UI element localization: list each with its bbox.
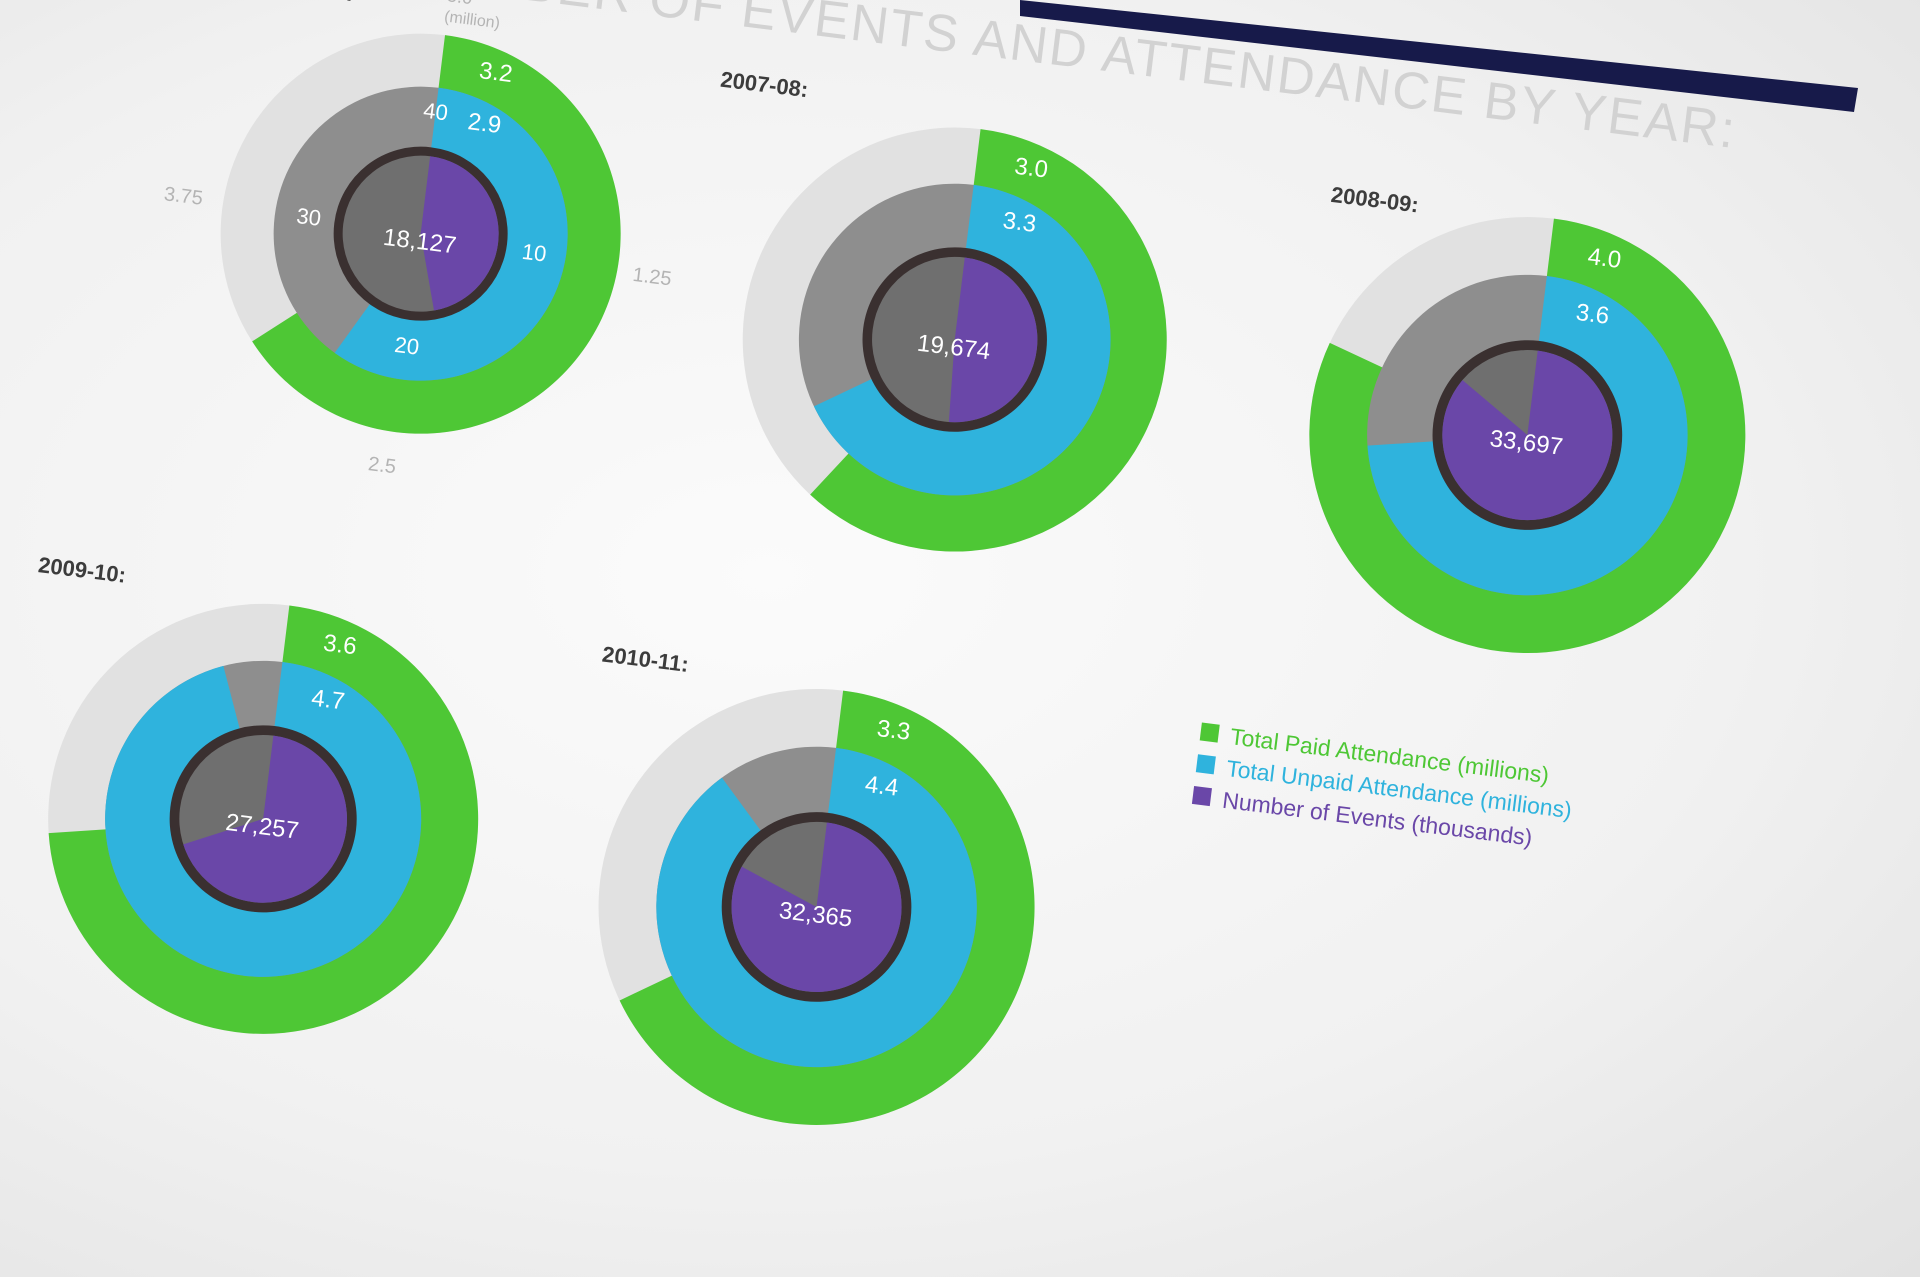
charts-layer: 3.22.918,1272006-07:5.0(million)1.252.53… — [37, 0, 1746, 1125]
axis-tick-left: 3.75 — [163, 183, 204, 210]
donut-1: 3.22.918,1272006-07:5.0(million)1.252.53… — [163, 0, 673, 478]
year-label: 2006-07: — [264, 0, 354, 6]
paid-value-label: 3.0 — [1013, 153, 1049, 184]
unpaid-value-label: 4.4 — [864, 771, 900, 802]
unpaid-value-label: 4.7 — [310, 685, 346, 716]
axis-tick-bottom: 2.5 — [367, 453, 397, 478]
year-label: 2008-09: — [1330, 182, 1420, 218]
events-bar — [420, 156, 499, 311]
axis-tick-mid-left: 30 — [295, 203, 322, 231]
events-bar — [1442, 350, 1613, 521]
axis-tick-top: 5.0 — [446, 0, 473, 8]
axis-tick-mid-top: 40 — [422, 98, 449, 126]
paid-value-label: 4.0 — [1586, 243, 1622, 274]
paid-value-label: 3.3 — [875, 715, 911, 746]
unpaid-value-label: 3.6 — [1574, 299, 1610, 330]
unpaid-value-label: 3.3 — [1001, 207, 1037, 238]
axis-tick-mid-bottom: 20 — [393, 332, 420, 360]
header-rule — [1020, 0, 1858, 112]
legend: Total Paid Attendance (millions)Total Un… — [1191, 722, 1573, 851]
paid-value-label: 3.2 — [478, 57, 514, 88]
chart-title: NUMBER OF EVENTS AND ATTENDANCE BY YEAR: — [394, 0, 1740, 160]
axis-tick-right: 1.25 — [631, 264, 672, 291]
legend-swatch-2 — [1195, 754, 1216, 775]
legend-swatch-1 — [1199, 722, 1220, 743]
axis-tick-mid-right: 10 — [521, 239, 548, 267]
year-label: 2010-11: — [601, 642, 690, 677]
events-bar — [183, 735, 347, 903]
events-bar — [948, 257, 1038, 423]
legend-swatch-3 — [1191, 786, 1212, 807]
unpaid-value-label: 2.9 — [466, 108, 502, 139]
paid-value-label: 3.6 — [322, 629, 358, 660]
axis-tick-top-unit: (million) — [443, 9, 501, 33]
events-bar — [731, 822, 902, 992]
year-label: 2009-10: — [37, 552, 127, 588]
year-label: 2007-08: — [719, 67, 809, 103]
